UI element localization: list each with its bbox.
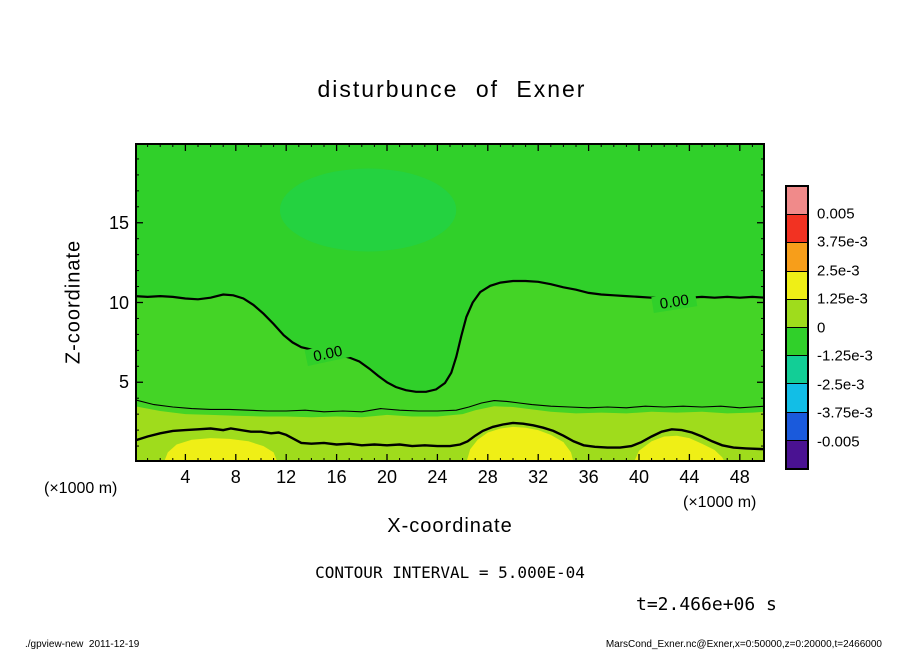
x-tick-label: 24 [427,467,448,487]
contour-label-mask [651,290,698,314]
colorbar-tick-label: -2.5e-3 [817,376,865,393]
x-tick-label: 20 [376,467,398,487]
colorbar-cell [787,383,807,412]
colorbar-cell [787,355,807,384]
data-source-stamp: MarsCond_Exner.nc@Exner,x=0:50000,z=0:20… [605,639,882,650]
colorbar-cell [787,327,807,356]
contour-label: 0.00 [659,292,691,313]
surface-yellow-patch [634,435,725,462]
contour-interval-note: CONTOUR INTERVAL = 5.000E-04 [315,563,585,582]
program-stamp: ./gpview-new 2011-12-19 [25,639,140,650]
x-tick-label: 4 [180,467,191,487]
surface-yellow-patch [466,426,574,462]
x-axis-scale-factor: (×1000 m) [683,494,757,511]
y-tick-label: 10 [108,292,129,313]
colorbar-cell [787,214,807,243]
colorbar-cell [787,411,807,440]
surface-yellow-patch [164,438,278,462]
x-tick-label: 48 [729,467,750,487]
colorbar-tick-label: -0.005 [817,433,860,450]
x-tick-label: 40 [628,467,650,487]
y-tick-labels: 5 10 15 [75,143,129,462]
y-tick-label: 5 [118,372,129,393]
colorbar-cell [787,298,807,328]
x-tick-labels: 4 8 12 16 20 24 28 32 36 40 44 48 [135,467,765,489]
x-tick-label: 28 [477,467,498,487]
y-axis-scale-factor: (×1000 m) [44,480,118,497]
x-tick-label: 8 [230,467,241,487]
bottom-thick-contour-line [135,421,765,451]
upper-anomaly-blob [279,168,457,252]
colorbar-cell [787,270,807,299]
contour-label-mask [304,341,351,366]
y-tick-label: 15 [108,212,129,233]
contour-label-group: 0.00 [651,290,698,314]
colorbar-tick-label: 2.5e-3 [817,262,860,279]
colorbar-tick-label: -3.75e-3 [817,404,873,422]
thin-contour-line [135,399,765,413]
x-tick-label: 12 [276,467,297,487]
colorbar-tick-label: -1.25e-3 [817,347,873,365]
colorbar-labels: 0.005 3.75e-3 2.5e-3 1.25e-3 0 -1.25e-3 -2.5e-… [817,185,903,470]
x-tick-label: 32 [528,467,549,487]
colorbar-tick-label: 1.25e-3 [817,290,868,308]
colorbar-tick-label: 0.005 [817,205,855,222]
colorbar-cell [787,242,807,271]
chart-title: disturbunce of Exner [317,76,587,102]
contour-plot: 0.00 0.00 [135,143,765,462]
contour-label: 0.00 [312,343,344,366]
plot-frame [135,143,765,462]
colorbar-tick-label: 0 [817,319,826,336]
colorbar-tick-label: 3.75e-3 [817,233,868,251]
time-annotation: t=2.466e+06 s [636,594,777,615]
colorbar-cell [787,439,807,469]
x-tick-label: 36 [578,467,599,487]
x-tick-label: 16 [326,467,347,487]
colorbar [785,185,809,470]
x-axis-label: X-coordinate [387,515,513,537]
zero-contour-line [135,279,765,393]
colorbar-cell [787,187,807,215]
contour-label-group: 0.00 [304,341,351,366]
x-tick-label: 44 [679,467,700,487]
